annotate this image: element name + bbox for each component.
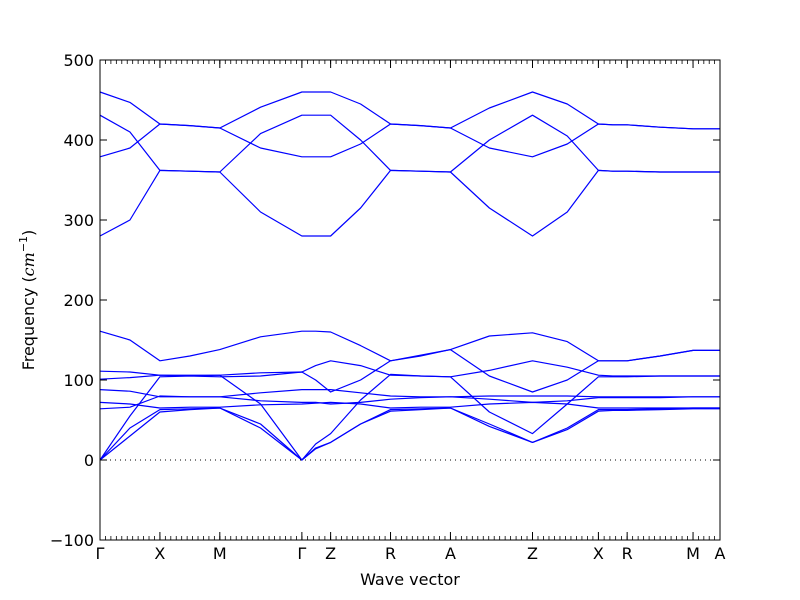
- x-tick-label: X: [154, 544, 165, 563]
- y-axis-label-close: ): [19, 230, 38, 236]
- y-tick-label: 500: [63, 51, 94, 70]
- phonon-band-9: [99, 401, 720, 409]
- phonon-band-6: [99, 349, 720, 393]
- x-tick-label: X: [593, 544, 604, 563]
- x-tick-label: R: [622, 544, 633, 563]
- x-tick-label: M: [686, 544, 700, 563]
- x-tick-label: Z: [527, 544, 538, 563]
- phonon-band-8: [99, 389, 720, 398]
- phonon-band-3: [99, 123, 720, 158]
- y-axis-label-text: Frequency (: [19, 276, 38, 370]
- axis-ticks: [99, 59, 721, 541]
- x-tick-label: R: [385, 544, 396, 563]
- y-tick-label: 400: [63, 131, 94, 150]
- x-tick-label: M: [213, 544, 227, 563]
- x-axis-label: Wave vector: [360, 570, 460, 589]
- band-lines: [99, 91, 720, 461]
- x-tick-label: Γ: [297, 544, 306, 563]
- phonon-band-11: [99, 373, 720, 461]
- x-tick-label: Z: [325, 544, 336, 563]
- y-axis-label-exponent: −1: [17, 236, 30, 252]
- x-tick-label: Γ: [96, 544, 105, 563]
- y-tick-labels: −100 0 100 200 300 400 500: [50, 51, 94, 550]
- phonon-band-12: [99, 407, 720, 461]
- y-axis-label-unit: cm: [19, 252, 38, 276]
- plot-frame: [99, 59, 721, 541]
- phonon-band-4: [99, 169, 720, 237]
- phonon-band-2: [99, 114, 720, 173]
- y-tick-label: 300: [63, 211, 94, 230]
- y-tick-label: 0: [84, 451, 94, 470]
- x-tick-label: A: [715, 544, 726, 563]
- phonon-band-5: [99, 330, 720, 362]
- y-tick-label: 200: [63, 291, 94, 310]
- x-tick-label: A: [445, 544, 456, 563]
- phonon-band-10: [99, 395, 720, 410]
- phonon-band-13: [99, 407, 720, 461]
- phonon-band-1: [99, 91, 720, 130]
- y-tick-label: −100: [50, 531, 94, 550]
- y-axis-label: Frequency (cm−1): [17, 230, 38, 371]
- y-tick-label: 100: [63, 371, 94, 390]
